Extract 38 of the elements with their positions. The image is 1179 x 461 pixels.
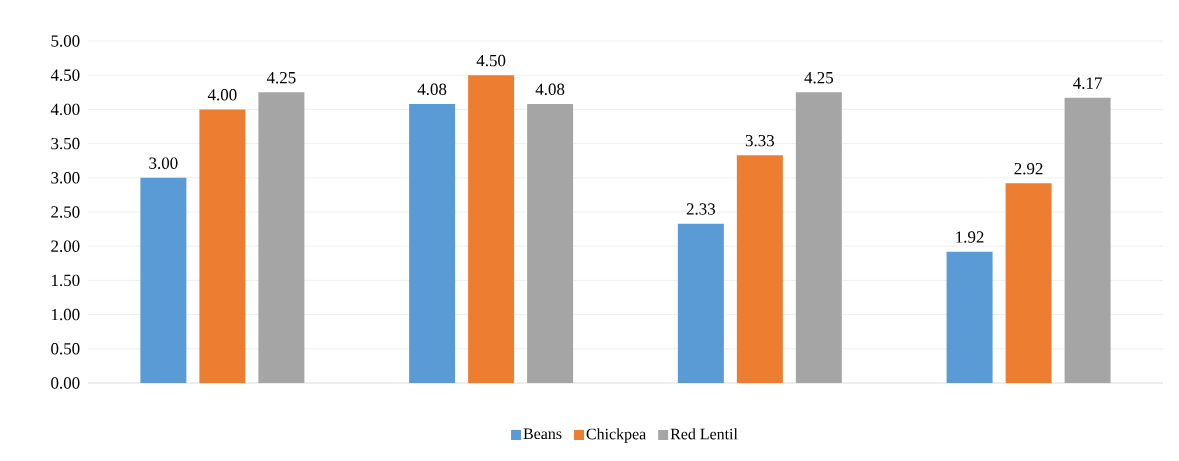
bar [258, 92, 305, 383]
y-tick-label: 4.50 [50, 69, 80, 81]
legend-label: Chickpea [586, 428, 646, 443]
data-label: 4.08 [535, 83, 565, 96]
data-label: 1.92 [956, 231, 984, 243]
bar [946, 251, 993, 383]
bar [468, 75, 515, 383]
bar [736, 155, 783, 383]
bar [409, 103, 456, 383]
y-tick-label: 2.50 [51, 206, 80, 218]
bar [1005, 183, 1052, 383]
bar [677, 223, 724, 383]
data-label: 2.92 [1014, 162, 1043, 175]
data-label: 4.50 [476, 54, 506, 67]
bar [1064, 97, 1111, 383]
y-tick-label: 4.00 [50, 103, 80, 116]
legend-label: Red Lentil [670, 428, 738, 440]
bar [199, 109, 246, 383]
data-label: 4.08 [417, 83, 447, 96]
data-label: 4.25 [266, 72, 296, 84]
y-tick-label: 2.00 [51, 240, 80, 252]
y-tick-label: 5.00 [51, 35, 80, 47]
bar [527, 103, 574, 383]
y-tick-label: 1.00 [52, 308, 80, 321]
legend-label: Beans [523, 428, 562, 440]
data-label: 2.33 [686, 203, 716, 215]
y-tick-label: 3.00 [51, 172, 80, 184]
data-label: 4.25 [804, 72, 834, 84]
data-label: 4.17 [1073, 77, 1102, 89]
bar [795, 92, 842, 383]
data-label: 3.00 [149, 157, 178, 169]
data-label: 4.00 [207, 89, 237, 101]
y-tick-label: 0.50 [51, 343, 80, 355]
data-label: 3.33 [745, 134, 775, 147]
bar [140, 177, 187, 383]
y-tick-label: 0.00 [51, 377, 80, 389]
y-tick-label: 3.50 [51, 137, 80, 150]
y-tick-label: 1.50 [52, 274, 80, 287]
